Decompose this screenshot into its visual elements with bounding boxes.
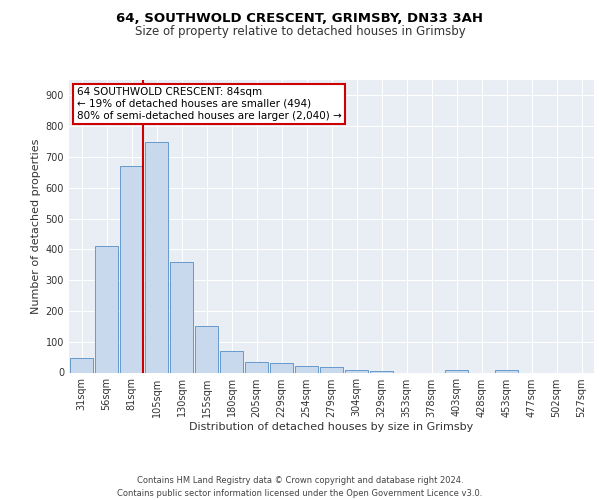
Bar	[220, 351, 244, 372]
X-axis label: Distribution of detached houses by size in Grimsby: Distribution of detached houses by size …	[190, 422, 473, 432]
Bar	[194, 326, 218, 372]
Bar	[70, 358, 94, 372]
Bar	[269, 364, 293, 372]
Text: 64 SOUTHWOLD CRESCENT: 84sqm
← 19% of detached houses are smaller (494)
80% of s: 64 SOUTHWOLD CRESCENT: 84sqm ← 19% of de…	[77, 88, 341, 120]
Text: 64, SOUTHWOLD CRESCENT, GRIMSBY, DN33 3AH: 64, SOUTHWOLD CRESCENT, GRIMSBY, DN33 3A…	[116, 12, 484, 26]
Bar	[494, 370, 518, 372]
Bar	[295, 366, 319, 372]
Bar	[445, 370, 469, 372]
Bar	[145, 142, 169, 372]
Bar	[344, 370, 368, 372]
Text: Contains HM Land Registry data © Crown copyright and database right 2024.
Contai: Contains HM Land Registry data © Crown c…	[118, 476, 482, 498]
Bar	[170, 262, 193, 372]
Y-axis label: Number of detached properties: Number of detached properties	[31, 138, 41, 314]
Text: Size of property relative to detached houses in Grimsby: Size of property relative to detached ho…	[134, 25, 466, 38]
Bar	[119, 166, 143, 372]
Bar	[370, 371, 394, 372]
Bar	[245, 362, 268, 372]
Bar	[95, 246, 118, 372]
Bar	[320, 367, 343, 372]
